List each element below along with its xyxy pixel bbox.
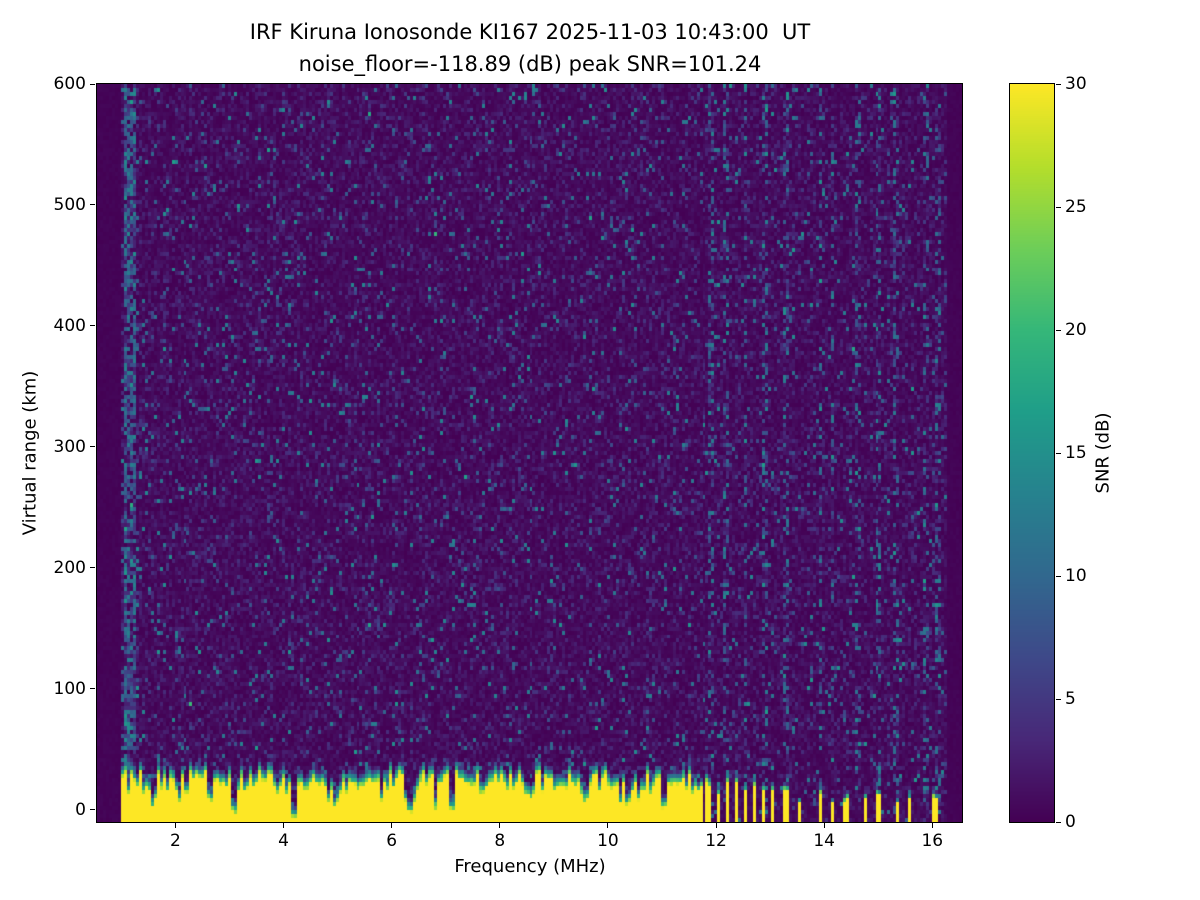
- chart-title: IRF Kiruna Ionosonde KI167 2025-11-03 10…: [249, 20, 811, 44]
- x-tick-label: 4: [278, 831, 289, 851]
- y-tick-label: 0: [75, 799, 86, 820]
- colorbar-label: SNR (dB): [1092, 412, 1114, 494]
- colorbar-tick-label: 30: [1065, 74, 1087, 94]
- colorbar: [1009, 83, 1055, 823]
- x-tick: [391, 823, 393, 828]
- x-tick-label: 2: [169, 831, 181, 851]
- ionogram-heatmap: [96, 83, 963, 823]
- colorbar-tick: [1056, 83, 1061, 85]
- y-tick-label: 200: [53, 557, 86, 578]
- x-tick: [499, 823, 501, 828]
- x-tick: [931, 823, 933, 828]
- colorbar-tick-label: 15: [1065, 443, 1087, 463]
- y-tick: [90, 809, 95, 811]
- colorbar-tick: [1056, 329, 1061, 331]
- colorbar-tick: [1056, 575, 1061, 577]
- x-tick: [607, 823, 609, 828]
- colorbar-tick-label: 25: [1065, 197, 1087, 217]
- colorbar-tick-label: 10: [1065, 566, 1087, 586]
- y-tick: [90, 446, 95, 448]
- x-tick-label: 8: [494, 831, 506, 851]
- y-tick-label: 500: [53, 194, 86, 215]
- x-tick: [715, 823, 717, 828]
- x-tick-label: 10: [597, 831, 619, 851]
- x-tick-label: 14: [813, 831, 835, 851]
- x-tick-label: 6: [386, 831, 398, 851]
- colorbar-tick-label: 20: [1065, 320, 1087, 340]
- y-tick: [90, 567, 95, 569]
- y-tick: [90, 688, 95, 690]
- y-tick: [90, 204, 95, 206]
- x-tick-label: 12: [705, 831, 727, 851]
- x-axis-label: Frequency (MHz): [454, 856, 606, 877]
- colorbar-tick-label: 0: [1065, 812, 1076, 832]
- y-tick: [90, 325, 95, 327]
- colorbar-tick-label: 5: [1065, 689, 1076, 709]
- y-tick-label: 300: [53, 436, 86, 457]
- y-tick-label: 400: [53, 315, 86, 336]
- colorbar-tick: [1056, 821, 1061, 823]
- colorbar-tick: [1056, 452, 1061, 454]
- chart-subtitle: noise_floor=-118.89 (dB) peak SNR=101.24: [298, 52, 762, 76]
- x-tick-label: 16: [921, 831, 944, 851]
- y-tick-label: 100: [53, 678, 86, 699]
- x-tick: [823, 823, 825, 828]
- colorbar-tick: [1056, 698, 1061, 700]
- colorbar-tick: [1056, 206, 1061, 208]
- x-tick: [174, 823, 176, 828]
- y-tick: [90, 83, 95, 85]
- y-tick-label: 600: [53, 74, 86, 94]
- x-tick: [283, 823, 285, 828]
